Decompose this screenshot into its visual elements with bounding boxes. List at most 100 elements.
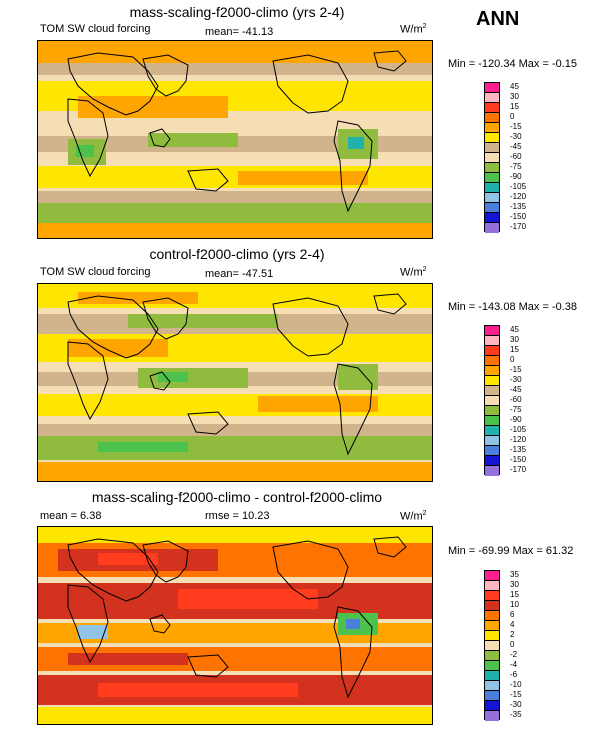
colorbar-label: 30: [510, 335, 519, 344]
colorbar-label: 15: [510, 345, 519, 354]
colorbar-label: -6: [510, 670, 518, 679]
colorbar-swatch: [485, 611, 499, 621]
colorbar-label: -150: [510, 212, 527, 221]
panel-1-colorbar: [484, 82, 500, 233]
colorbar-swatch: [485, 173, 499, 183]
colorbar-swatch: [485, 203, 499, 213]
colorbar-swatch: [485, 183, 499, 193]
colorbar-swatch: [485, 356, 499, 366]
colorbar-label: 0: [510, 355, 515, 364]
colorbar-swatch: [485, 681, 499, 691]
colorbar-swatch: [485, 193, 499, 203]
colorbar-label: -90: [510, 415, 522, 424]
colorbar-swatch: [485, 691, 499, 701]
panel-2-map: [37, 283, 433, 482]
panel-2-mean: mean= -47.51: [205, 268, 274, 280]
colorbar-swatch: [485, 426, 499, 436]
colorbar-swatch: [485, 466, 499, 476]
colorbar-label: -105: [510, 425, 527, 434]
colorbar-swatch: [485, 153, 499, 163]
panel-2-units: W/m2: [400, 266, 427, 279]
colorbar-label: -4: [510, 660, 518, 669]
colorbar-label: -135: [510, 445, 527, 454]
colorbar-label: -120: [510, 192, 527, 201]
colorbar-swatch: [485, 571, 499, 581]
colorbar-swatch: [485, 133, 499, 143]
colorbar-label: 4: [510, 620, 515, 629]
colorbar-label: -45: [510, 142, 522, 151]
panel-3-colorbar: [484, 570, 500, 721]
colorbar-label: 2: [510, 630, 515, 639]
colorbar-label: -15: [510, 690, 522, 699]
panel-1-map: [37, 40, 433, 239]
panel-2-title: control-f2000-climo (yrs 2-4): [149, 246, 325, 262]
colorbar-swatch: [485, 621, 499, 631]
colorbar-swatch: [485, 671, 499, 681]
colorbar-label: 30: [510, 580, 519, 589]
panel-2-colorbar: [484, 325, 500, 476]
colorbar-label: -15: [510, 122, 522, 131]
colorbar-label: -45: [510, 385, 522, 394]
colorbar-label: -75: [510, 162, 522, 171]
colorbar-swatch: [485, 456, 499, 466]
colorbar-label: -15: [510, 365, 522, 374]
colorbar-swatch: [485, 701, 499, 711]
colorbar-label: 15: [510, 102, 519, 111]
colorbar-swatch: [485, 661, 499, 671]
colorbar-swatch: [485, 376, 499, 386]
colorbar-swatch: [485, 581, 499, 591]
colorbar-label: 6: [510, 610, 515, 619]
colorbar-swatch: [485, 223, 499, 233]
colorbar-label: -10: [510, 680, 522, 689]
colorbar-label: 35: [510, 570, 519, 579]
panel-3-title: mass-scaling-f2000-climo - control-f2000…: [91, 489, 383, 505]
panel-2-minmax: Min = -143.08 Max = -0.38: [448, 301, 578, 313]
colorbar-swatch: [485, 406, 499, 416]
colorbar-label: -170: [510, 465, 527, 474]
panel-1-minmax: Min = -120.34 Max = -0.15: [448, 58, 578, 70]
colorbar-label: -30: [510, 132, 522, 141]
panel-3-rmse: rmse = 10.23: [205, 510, 270, 522]
colorbar-label: 45: [510, 82, 519, 91]
panel-2-field-label: TOM SW cloud forcing: [40, 266, 151, 278]
colorbar-swatch: [485, 631, 499, 641]
panel-1-mean: mean= -41.13: [205, 26, 274, 38]
colorbar-label: -105: [510, 182, 527, 191]
colorbar-swatch: [485, 346, 499, 356]
colorbar-label: 0: [510, 640, 515, 649]
colorbar-swatch: [485, 591, 499, 601]
colorbar-label: -2: [510, 650, 518, 659]
colorbar-swatch: [485, 336, 499, 346]
season-label: ANN: [476, 8, 520, 30]
colorbar-label: 0: [510, 112, 515, 121]
panel-1-title: mass-scaling-f2000-climo (yrs 2-4): [129, 4, 345, 20]
colorbar-label: -120: [510, 435, 527, 444]
colorbar-swatch: [485, 83, 499, 93]
colorbar-label: 30: [510, 92, 519, 101]
colorbar-swatch: [485, 446, 499, 456]
colorbar-label: -60: [510, 152, 522, 161]
colorbar-swatch: [485, 641, 499, 651]
colorbar-swatch: [485, 93, 499, 103]
colorbar-swatch: [485, 396, 499, 406]
colorbar-label: -35: [510, 710, 522, 719]
panel-3-minmax: Min = -69.99 Max = 61.32: [448, 545, 574, 557]
colorbar-swatch: [485, 386, 499, 396]
colorbar-swatch: [485, 103, 499, 113]
colorbar-swatch: [485, 436, 499, 446]
colorbar-swatch: [485, 601, 499, 611]
colorbar-swatch: [485, 651, 499, 661]
colorbar-label: 10: [510, 600, 519, 609]
colorbar-label: -90: [510, 172, 522, 181]
colorbar-label: -30: [510, 700, 522, 709]
colorbar-label: -135: [510, 202, 527, 211]
colorbar-label: -170: [510, 222, 527, 231]
colorbar-label: -150: [510, 455, 527, 464]
panel-1-field-label: TOM SW cloud forcing: [40, 23, 151, 35]
colorbar-swatch: [485, 326, 499, 336]
colorbar-label: 45: [510, 325, 519, 334]
colorbar-swatch: [485, 213, 499, 223]
colorbar-swatch: [485, 143, 499, 153]
panel-3-map: [37, 526, 433, 725]
colorbar-swatch: [485, 163, 499, 173]
